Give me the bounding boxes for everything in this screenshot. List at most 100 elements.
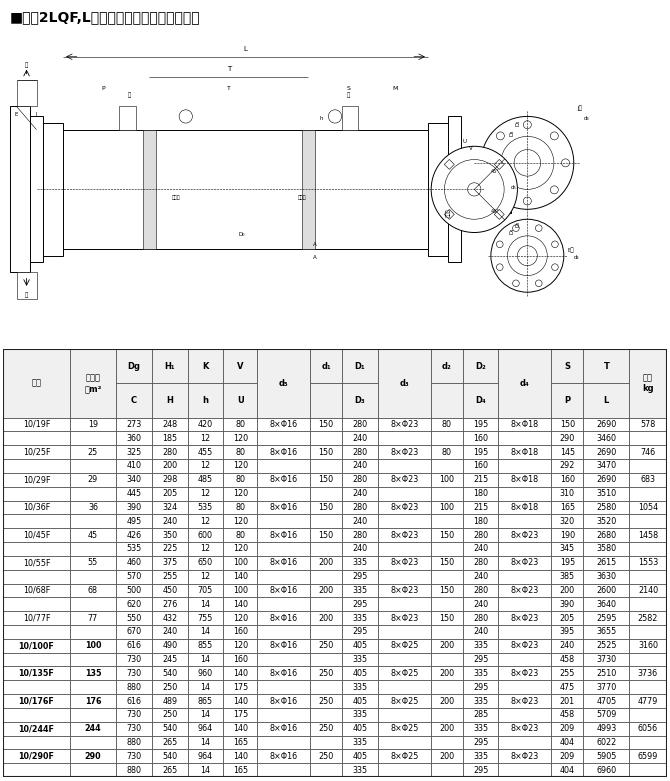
Text: 295: 295 xyxy=(473,683,488,692)
Bar xyxy=(310,666,342,680)
Bar xyxy=(378,639,431,653)
Bar xyxy=(257,473,310,487)
Text: 2615: 2615 xyxy=(596,558,616,567)
Text: 2595: 2595 xyxy=(596,614,616,622)
Bar xyxy=(342,639,378,653)
Bar xyxy=(463,750,498,763)
Text: 730: 730 xyxy=(127,655,141,664)
Bar xyxy=(463,639,498,653)
Text: 150: 150 xyxy=(439,586,454,595)
Bar xyxy=(584,722,629,736)
Text: 880: 880 xyxy=(127,683,141,692)
Bar xyxy=(10,106,30,273)
Bar xyxy=(3,666,70,680)
Text: E: E xyxy=(15,112,18,117)
Text: 165: 165 xyxy=(232,738,248,747)
Bar xyxy=(463,501,498,515)
Text: T: T xyxy=(226,66,231,72)
Text: 80: 80 xyxy=(235,476,245,484)
Text: 280: 280 xyxy=(162,448,178,457)
Text: 385: 385 xyxy=(559,572,575,581)
Text: 176: 176 xyxy=(84,697,101,705)
Bar xyxy=(188,722,223,736)
Bar xyxy=(498,722,551,736)
Bar xyxy=(551,459,584,473)
Bar xyxy=(584,445,629,459)
Bar xyxy=(378,459,431,473)
Bar xyxy=(70,501,117,515)
Text: 100: 100 xyxy=(84,641,101,651)
Text: 10/244F: 10/244F xyxy=(19,724,54,733)
Text: 280: 280 xyxy=(473,586,488,595)
Text: 120: 120 xyxy=(232,544,248,554)
Text: 10/25F: 10/25F xyxy=(23,448,50,457)
Bar xyxy=(431,383,463,418)
Bar xyxy=(188,708,223,722)
Bar xyxy=(310,473,342,487)
Circle shape xyxy=(500,137,554,189)
Bar xyxy=(378,597,431,612)
Bar xyxy=(629,473,667,487)
Text: 8×Φ18: 8×Φ18 xyxy=(511,503,539,512)
Bar xyxy=(257,542,310,556)
Bar xyxy=(117,515,152,528)
Bar xyxy=(584,750,629,763)
Bar xyxy=(117,750,152,763)
Text: ■八、2LQF,L型冷却器尺寸示意图及尺寸表: ■八、2LQF,L型冷却器尺寸示意图及尺寸表 xyxy=(10,10,200,23)
Bar xyxy=(584,431,629,445)
Text: 重量
kg: 重量 kg xyxy=(642,374,654,393)
Bar xyxy=(223,515,257,528)
Bar xyxy=(463,666,498,680)
Text: 10/19F: 10/19F xyxy=(23,420,50,429)
Text: 540: 540 xyxy=(162,724,178,733)
Text: 200: 200 xyxy=(318,614,334,622)
Bar xyxy=(117,445,152,459)
Bar xyxy=(342,722,378,736)
Bar xyxy=(223,694,257,708)
Text: h: h xyxy=(320,116,324,121)
Bar xyxy=(629,763,667,777)
Text: 200: 200 xyxy=(439,669,454,678)
Bar xyxy=(498,639,551,653)
Text: 80: 80 xyxy=(235,530,245,540)
Bar xyxy=(378,431,431,445)
Text: 8×Φ16: 8×Φ16 xyxy=(269,724,297,733)
Bar xyxy=(70,473,117,487)
Text: 8×Φ23: 8×Φ23 xyxy=(390,530,418,540)
Text: 8×Φ18: 8×Φ18 xyxy=(511,448,539,457)
Text: 45°: 45° xyxy=(491,169,500,174)
Bar xyxy=(152,639,188,653)
Bar xyxy=(223,569,257,583)
Text: 730: 730 xyxy=(127,752,141,761)
Text: 335: 335 xyxy=(473,697,488,705)
Text: L: L xyxy=(604,396,609,405)
Text: 放气孔: 放气孔 xyxy=(172,195,180,201)
Text: 3470: 3470 xyxy=(596,462,616,470)
Bar xyxy=(188,639,223,653)
Text: 120: 120 xyxy=(232,614,248,622)
Bar xyxy=(152,708,188,722)
Bar xyxy=(498,349,551,418)
Bar xyxy=(378,473,431,487)
Bar xyxy=(342,625,378,639)
Text: 8×Φ25: 8×Φ25 xyxy=(390,641,418,651)
Bar xyxy=(117,569,152,583)
Text: 3580: 3580 xyxy=(596,544,616,554)
Circle shape xyxy=(535,280,542,287)
Bar xyxy=(188,459,223,473)
Text: S: S xyxy=(346,86,350,91)
Bar xyxy=(257,459,310,473)
Bar xyxy=(3,736,70,750)
Bar xyxy=(551,487,584,501)
Bar xyxy=(342,501,378,515)
Bar xyxy=(3,418,70,431)
Text: 280: 280 xyxy=(473,614,488,622)
Text: 240: 240 xyxy=(473,627,488,637)
Text: 6056: 6056 xyxy=(638,724,658,733)
Bar xyxy=(310,736,342,750)
Text: d₄: d₄ xyxy=(574,255,580,260)
Bar xyxy=(152,445,188,459)
Bar xyxy=(70,583,117,597)
Bar xyxy=(498,459,551,473)
Bar xyxy=(431,556,463,569)
